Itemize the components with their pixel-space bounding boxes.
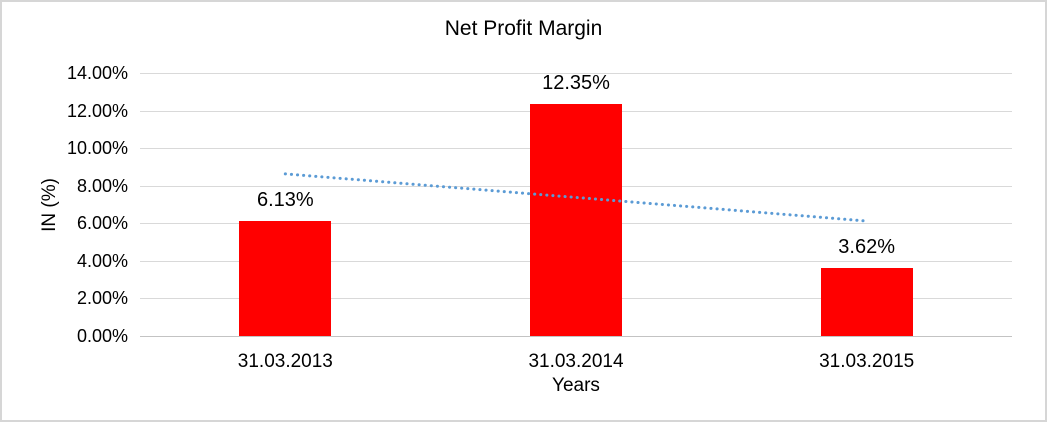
bar [239, 220, 332, 336]
bar-value-label: 6.13% [256, 188, 314, 211]
bar-value-label: 3.62% [838, 235, 896, 258]
gridline [140, 73, 1012, 74]
bar [820, 267, 913, 336]
x-tick-label: 31.03.2014 [528, 351, 624, 372]
y-tick-label: 14.00% [66, 63, 128, 83]
bar [530, 103, 622, 336]
chart-title: Net Profit Margin [444, 17, 603, 40]
y-tick-label: 12.00% [66, 101, 128, 121]
x-axis-line [140, 336, 1012, 337]
y-tick-label: 6.00% [76, 213, 128, 233]
y-tick-label: 4.00% [76, 251, 128, 271]
x-tick-label: 31.03.2015 [819, 351, 915, 372]
y-tick-label: 10.00% [66, 138, 128, 158]
x-axis-title: Years [552, 375, 600, 396]
x-tick-label: 31.03.2013 [237, 351, 333, 372]
bar-value-label: 12.35% [542, 71, 610, 94]
y-tick-label: 8.00% [76, 176, 128, 196]
y-tick-label: 0.00% [76, 326, 128, 346]
y-tick-label: 2.00% [76, 288, 128, 308]
